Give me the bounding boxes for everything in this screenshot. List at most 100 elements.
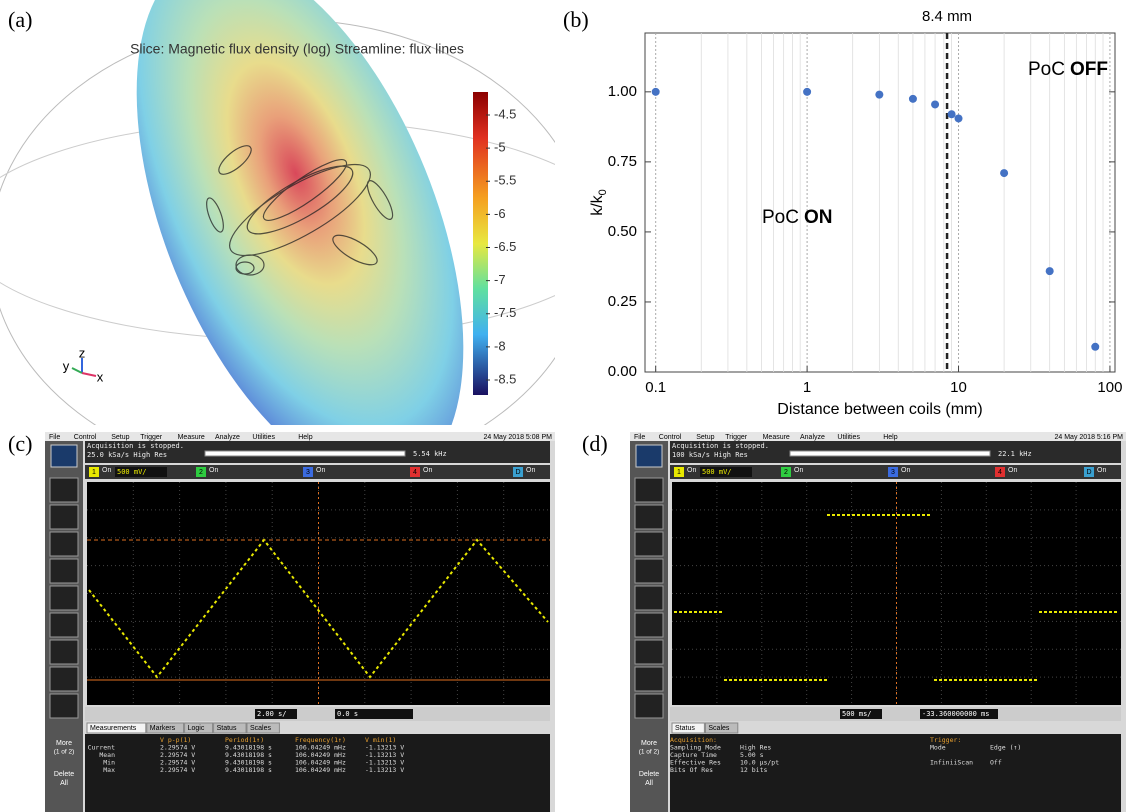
tab-label: Status xyxy=(675,725,695,732)
menu-item: Measure xyxy=(763,434,790,441)
y-tick-label: 0.00 xyxy=(608,363,637,380)
channel-badge xyxy=(196,467,206,477)
plot-frame xyxy=(644,32,1116,373)
table-cell: 2.29574 V xyxy=(160,744,195,752)
control-row xyxy=(85,707,550,721)
sample-rate: 25.0 kSa/s High Res xyxy=(87,451,167,459)
channel-state: On xyxy=(1097,467,1106,474)
axis-triad-label: z xyxy=(79,345,86,360)
colorbar-tick-label: -7.5 xyxy=(494,305,516,320)
menu-item: Measure xyxy=(178,434,205,441)
channel-state: On xyxy=(102,467,111,474)
y-axis-title-sub: 0 xyxy=(597,189,609,195)
acquisition-status: Acquisition is stopped. xyxy=(672,442,769,450)
memory-bar xyxy=(789,450,991,457)
menu-item: Control xyxy=(74,434,97,441)
tool-button xyxy=(49,585,79,611)
frequency: 22.1 kHz xyxy=(998,450,1032,458)
volts-box xyxy=(700,467,752,477)
y-axis-title: k/k0 xyxy=(589,189,609,216)
axis-triad-label: x xyxy=(97,369,104,384)
menu-bar xyxy=(45,432,555,441)
timebase-box xyxy=(255,709,297,719)
table-cell: 10.0 µs/pt xyxy=(740,759,779,767)
data-point xyxy=(651,87,660,96)
table-cell: -1.13213 V xyxy=(365,759,404,767)
scope-screen: File Control Setup Trigger Measure Analyze Uti… xyxy=(630,432,1126,812)
menu-item: Utilities xyxy=(252,434,275,441)
tool-button xyxy=(634,477,664,503)
axis-triad-label: y xyxy=(63,358,70,373)
channel-state: On xyxy=(687,467,696,474)
delay-box xyxy=(335,709,413,719)
colorbar-tick-label: -6 xyxy=(494,206,506,221)
delay-box xyxy=(920,709,998,719)
menu-item: Analyze xyxy=(215,434,240,441)
menu-bar xyxy=(630,432,1126,441)
channel-badge xyxy=(674,467,684,477)
y-tick-label: 0.75 xyxy=(608,153,637,170)
delay: -33.360000000 ms xyxy=(922,710,989,718)
channel-badge xyxy=(781,467,791,477)
timebase-box xyxy=(840,709,882,719)
tab-label: Markers xyxy=(150,725,176,732)
channel-number: 4 xyxy=(998,469,1002,476)
annotation: PoC OFF xyxy=(1028,59,1108,80)
sidebar-button-label: More xyxy=(56,740,72,747)
table-cell: Mode xyxy=(930,744,946,752)
menu-item: Control xyxy=(659,434,682,441)
channel-badge xyxy=(995,467,1005,477)
table-cell: 106.04249 mHz xyxy=(295,751,346,759)
sidebar-button-label: Delete xyxy=(54,771,74,778)
scope-screen: File Control Setup Trigger Measure Analyze Uti… xyxy=(45,432,555,812)
tool-button xyxy=(634,666,664,692)
timebase: 2.00 s/ xyxy=(257,710,287,718)
channel-state: On xyxy=(794,467,803,474)
tab-label: Scales xyxy=(708,725,730,732)
channel-state: On xyxy=(209,467,218,474)
menu-item: Trigger xyxy=(725,434,748,441)
tool-button xyxy=(634,612,664,638)
channel-badge xyxy=(410,467,420,477)
table-cell: -1.13213 V xyxy=(365,751,404,759)
table-cell: InfiniiScan xyxy=(930,759,973,767)
sidebar-button-label: More xyxy=(641,740,657,747)
tab xyxy=(86,722,147,734)
colorbar-tick-label: -4.5 xyxy=(494,106,516,121)
table-cell: -1.13213 V xyxy=(365,766,404,774)
data-point xyxy=(908,94,917,103)
y-tick-label: 0.50 xyxy=(608,223,637,240)
table-cell: Current xyxy=(88,744,115,752)
clock: 24 May 2018 5:16 PM xyxy=(1055,434,1124,441)
menu-item: Utilities xyxy=(837,434,860,441)
panel-label: (b) xyxy=(563,7,589,32)
channel-number: 2 xyxy=(199,469,203,476)
acquisition-status: Acquisition is stopped. xyxy=(87,442,184,450)
channel-number: 4 xyxy=(413,469,417,476)
menu-item: Trigger xyxy=(140,434,163,441)
channel-badge xyxy=(303,467,313,477)
table-cell: 2.29574 V xyxy=(160,751,195,759)
menu-item: Setup xyxy=(111,434,129,441)
table-cell: 9.43018198 s xyxy=(225,751,272,759)
tool-button xyxy=(49,504,79,530)
tab xyxy=(213,722,247,734)
volts-per-div: 500 mV/ xyxy=(702,468,732,476)
tool-button xyxy=(634,639,664,665)
channel-badge xyxy=(1084,467,1094,477)
measure-table xyxy=(85,734,550,812)
data-point xyxy=(803,87,812,96)
sidebar-button-label: (1 of 2) xyxy=(54,749,75,756)
colorbar-tick-label: -8.5 xyxy=(494,371,516,386)
tab xyxy=(246,722,280,734)
channel-state: On xyxy=(526,467,535,474)
table-cell: Bits Of Res xyxy=(670,766,713,774)
memory-bar xyxy=(204,450,406,457)
table-cell: 12 bits xyxy=(740,766,767,774)
sidebar-button-label: Delete xyxy=(639,771,659,778)
channel-badge xyxy=(513,467,523,477)
logo-button xyxy=(50,444,78,468)
data-point xyxy=(947,110,956,119)
sidebar-button-label: All xyxy=(645,780,653,787)
sidebar-button-label: (1 of 2) xyxy=(639,749,660,756)
